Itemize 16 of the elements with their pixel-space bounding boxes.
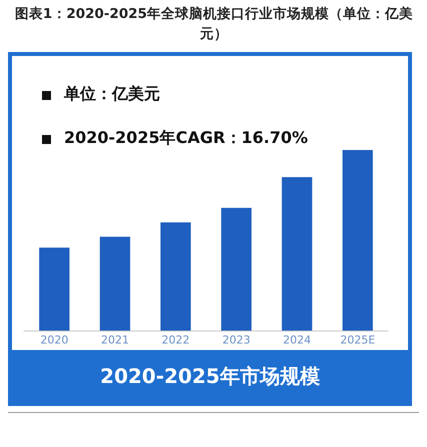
text: 2020-2025年CAGR：16.70% [64,128,308,149]
bar [100,236,130,331]
x-tick-label: 2023 [222,333,250,346]
bar [221,208,252,331]
x-tick-label: 2020 [40,333,68,346]
bar [342,150,373,331]
x-tick-label: 2025E [340,333,376,346]
bar [160,222,191,331]
x-tick-label: 2024 [283,333,311,346]
x-tick-label: 2022 [162,333,190,346]
bar [39,248,70,331]
text: 单位：亿美元 [64,84,160,105]
x-tick-label: 2021 [101,333,129,346]
chart-title: 图表1：2020-2025年全球脑机接口行业市场规模（单位：亿美元） [14,5,414,44]
text: 2020-2025年市场规模 [12,350,408,402]
bar [282,177,312,331]
